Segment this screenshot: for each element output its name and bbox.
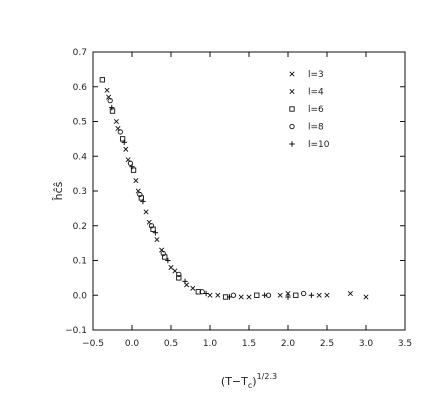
legend-marker [289,123,295,130]
data-point [168,264,174,270]
y-axis-title: ĥĉŝ [52,181,65,201]
data-point [199,289,205,295]
data-point [324,292,330,298]
x-tick-label: 3.5 [398,339,412,349]
data-point [119,136,126,142]
y-tick-label: 0.3 [73,187,87,197]
y-tick-label: 0.6 [73,83,88,93]
x-tick-label: 1.0 [203,339,218,349]
data-point [140,198,146,205]
data-point [238,294,244,300]
x-axis-ticks: −0.5 0.0 0.5 1.0 1.5 2.0 2.5 3.0 3.5 [82,52,412,349]
y-axis-ticks: −0.1 0.0 0.1 0.2 0.3 0.4 0.5 0.6 0.7 [65,48,405,336]
data-point [154,237,160,243]
data-point [226,294,233,300]
legend: l=3 l=4 l=6 l=8 l=10 [289,70,330,150]
legend-label: l=4 [308,88,324,98]
x-axis-title: (T−Tc)1/2.3 [221,372,277,390]
y-tick-label: 0.0 [73,291,88,301]
data-point [215,292,221,298]
y-tick-label: 0.1 [73,257,87,267]
data-point [230,292,237,298]
legend-label: l=10 [308,140,330,150]
legend-item: l=8 [289,123,324,133]
data-point [148,223,155,229]
data-points [99,77,369,300]
data-point [261,292,268,298]
legend-label: l=3 [308,70,324,80]
data-point [285,294,291,300]
series-l10 [109,104,315,300]
x-tick-label: 3.0 [359,339,374,349]
data-point [152,230,159,236]
data-point [109,108,116,114]
data-point [127,160,134,166]
data-point [347,290,353,297]
data-point [254,292,260,298]
legend-marker [289,88,295,95]
legend-marker [289,71,295,77]
series-l4 [106,94,353,300]
series-l3 [104,87,369,300]
data-point [316,292,322,298]
data-point [172,268,178,274]
y-tick-label: 0.4 [73,152,88,162]
legend-marker [289,141,295,147]
data-point [121,139,127,146]
data-point [107,98,113,104]
data-point [203,290,209,297]
data-point [109,104,115,111]
y-tick-label: −0.1 [65,326,87,336]
data-point [133,178,139,184]
data-point [129,163,135,170]
x-tick-label: 0.0 [125,339,140,349]
x-tick-label: 0.5 [164,339,178,349]
data-point [300,290,307,297]
series-l6 [99,77,299,300]
series-l8 [107,98,307,298]
data-point [130,167,137,173]
data-point [143,209,149,215]
legend-label: l=8 [308,123,324,133]
legend-item: l=6 [289,105,324,115]
data-point [363,294,369,300]
data-point [165,257,171,264]
data-point [99,77,106,83]
plot-frame [92,51,406,331]
x-tick-label: 1.5 [242,339,256,349]
data-point [285,290,291,297]
data-point [117,129,123,135]
data-point [176,271,182,278]
plot-border [92,51,406,331]
x-tick-label: 2.5 [320,339,334,349]
x-tick-label: 2.0 [281,339,296,349]
data-point [137,191,143,198]
legend-marker [289,106,295,112]
data-point [190,285,196,291]
data-point [160,250,166,257]
x-tick-label: −0.5 [82,339,104,349]
data-point [195,289,201,295]
data-point [104,87,110,93]
data-point [308,292,315,298]
data-point [123,146,129,152]
legend-item: l=3 [289,70,324,80]
legend-label: l=6 [308,105,324,115]
data-point [182,278,188,285]
data-point [246,294,252,300]
y-tick-label: 0.2 [73,222,87,232]
legend-item: l=10 [289,140,330,150]
data-point [277,292,283,298]
y-tick-label: 0.5 [73,118,87,128]
data-point [113,118,119,125]
data-point [293,292,299,298]
y-tick-label: 0.7 [73,48,87,58]
legend-item: l=4 [289,88,324,98]
data-point [176,275,182,281]
